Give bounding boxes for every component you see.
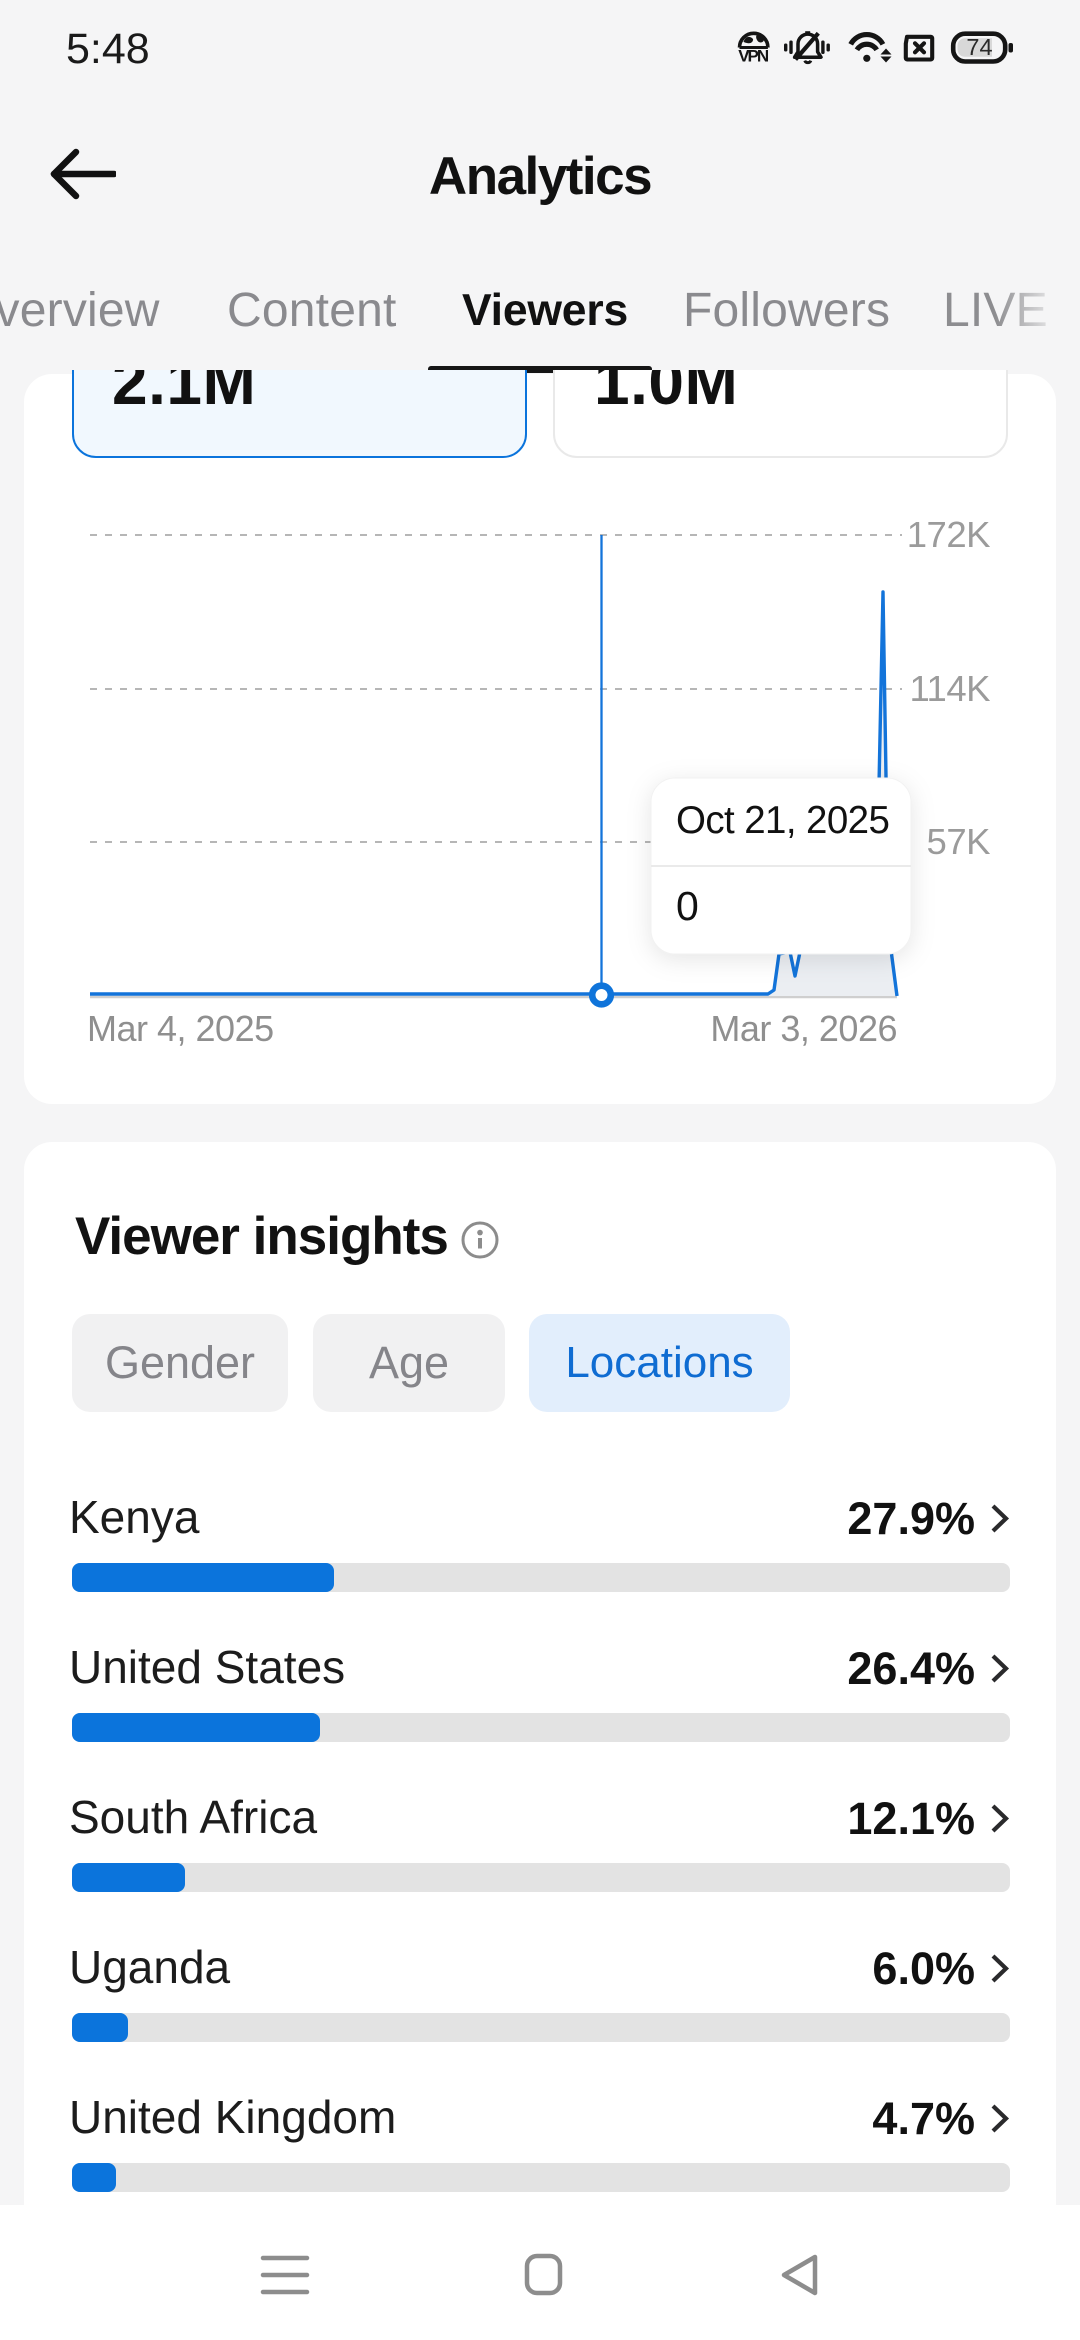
svg-text:Mar 3, 2026: Mar 3, 2026 [710,1008,897,1049]
svg-text:172K: 172K [907,514,990,555]
svg-text:Mar 4, 2025: Mar 4, 2025 [87,1008,274,1049]
svg-text:Oct 21, 2025: Oct 21, 2025 [676,799,889,842]
svg-text:0: 0 [676,883,699,929]
svg-text:74: 74 [966,34,992,60]
svg-text:57K: 57K [927,821,991,862]
svg-text:114K: 114K [909,668,990,709]
svg-text:VPN: VPN [738,47,769,66]
